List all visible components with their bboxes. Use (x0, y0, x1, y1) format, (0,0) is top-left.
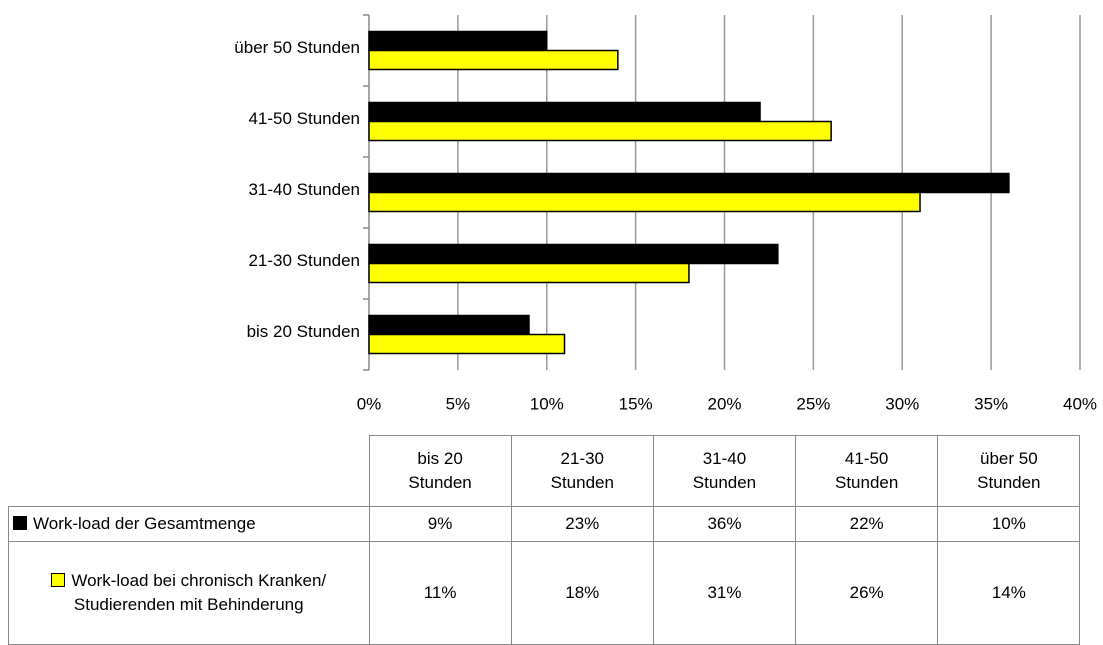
value-cell: 10% (937, 506, 1081, 542)
row-label-content: Work-load der Gesamtmenge (13, 512, 365, 536)
x-tick-label: 5% (446, 394, 471, 413)
x-tick-label: 40% (1063, 394, 1097, 413)
bar (368, 314, 530, 336)
column-header: 41-50 Stunden (795, 435, 939, 507)
column-header: 31-40 Stunden (652, 435, 797, 507)
legend-label: Work-load der Gesamtmenge (33, 514, 256, 533)
column-header-text: über 50 Stunden (977, 449, 1041, 492)
value-cell: 11% (368, 541, 512, 645)
data-table: bis 20 Stunden 21-30 Stunden 31-40 Stunden… (8, 435, 1081, 645)
column-header-text: bis 20 Stunden (408, 449, 472, 492)
legend-swatch (13, 515, 27, 530)
row-label-content: Work-load bei chronisch Kranken/ Studier… (13, 569, 365, 617)
value-cell: 23% (510, 506, 654, 542)
value-cell: 9% (368, 506, 512, 542)
column-header-text: 41-50 Stunden (834, 449, 899, 492)
corner-cell (9, 436, 370, 507)
value-cell: 18% (510, 541, 654, 645)
header-row: bis 20 Stunden 21-30 Stunden 31-40 Stunden… (9, 435, 1081, 507)
column-header: 21-30 Stunden (510, 435, 654, 507)
y-tick-label: 31-40 Stunden (248, 180, 360, 199)
bar (368, 30, 548, 52)
column-header-text: 31-40 Stunden (692, 449, 757, 492)
legend-label: Work-load bei chronisch Kranken/ Studier… (71, 571, 327, 614)
bar (368, 191, 921, 213)
x-tick-label: 25% (796, 394, 830, 413)
value-cell: 14% (937, 541, 1081, 645)
bar (368, 101, 761, 123)
y-tick-label: 21-30 Stunden (248, 251, 360, 270)
value-cell: 36% (652, 506, 797, 542)
y-tick-label: 41-50 Stunden (248, 109, 360, 128)
column-header: bis 20 Stunden (368, 435, 512, 507)
bar (368, 243, 779, 265)
x-tick-label: 15% (619, 394, 653, 413)
data-row: Work-load bei chronisch Kranken/ Studier… (8, 541, 1081, 645)
data-row: Work-load der Gesamtmenge 9% 23% 36% 22% 10% (8, 506, 1081, 542)
legend-swatch (51, 572, 66, 587)
bar (368, 262, 690, 284)
bar (368, 172, 1010, 194)
value-cell: 26% (795, 541, 939, 645)
x-tick-label: 10% (530, 394, 564, 413)
y-tick-label: über 50 Stunden (234, 38, 360, 57)
bar (368, 49, 619, 71)
row-label: Work-load bei chronisch Kranken/ Studier… (8, 541, 370, 645)
row-label: Work-load der Gesamtmenge (8, 506, 370, 542)
value-cell: 31% (652, 541, 797, 645)
x-tick-label: 30% (885, 394, 919, 413)
chart: 0% 5% 10% 15% 20% 25% 30% 35% 40% bis 20 Stunden 2… (234, 14, 1097, 413)
column-header: über 50 Stunden (937, 435, 1081, 507)
column-header-text: 21-30 Stunden (550, 449, 614, 492)
x-tick-label: 35% (974, 394, 1008, 413)
x-tick-label: 20% (707, 394, 741, 413)
bar (368, 120, 832, 142)
y-tick-label: bis 20 Stunden (247, 322, 360, 341)
value-cell: 22% (795, 506, 939, 542)
x-tick-label: 0% (357, 394, 382, 413)
bar (368, 333, 566, 355)
